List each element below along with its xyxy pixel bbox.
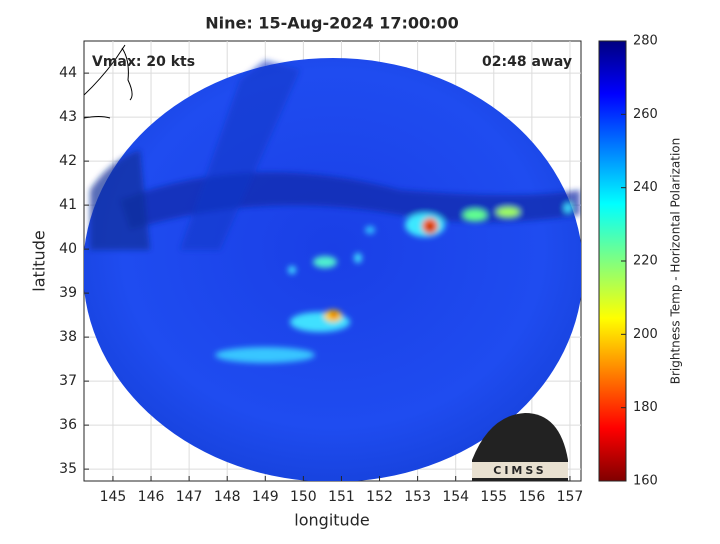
- time-annotation: 02:48 away: [482, 54, 572, 70]
- colorbar-ticks: 160 180 200 220 240 260 280: [621, 34, 658, 489]
- colorbar-tick-label: 200: [633, 327, 658, 342]
- x-tick-label: 155: [480, 489, 507, 505]
- x-axis-label: longitude: [294, 511, 369, 530]
- x-tick-label: 152: [366, 489, 393, 505]
- title: Nine: 15-Aug-2024 17:00:00: [205, 14, 459, 33]
- x-tick-label: 147: [176, 489, 203, 505]
- y-axis-label: latitude: [30, 230, 49, 291]
- colorbar-tick-label: 160: [633, 474, 658, 489]
- x-tick-label: 150: [290, 489, 317, 505]
- x-tick-label: 153: [404, 489, 431, 505]
- y-tick-label: 39: [59, 285, 77, 301]
- y-tick-label: 36: [59, 417, 77, 433]
- logo: CIMSS: [472, 413, 568, 481]
- x-tick-label: 157: [557, 489, 584, 505]
- y-tick-label: 41: [59, 197, 77, 213]
- x-tick-label: 156: [519, 489, 546, 505]
- logo-text: CIMSS: [493, 464, 546, 477]
- colorbar-tick-label: 220: [633, 254, 658, 269]
- x-tick-label: 151: [328, 489, 355, 505]
- colorbar-label: Brightness Temp - Horizontal Polarizatio…: [669, 138, 683, 385]
- x-tick-label: 148: [214, 489, 241, 505]
- x-tick-label: 146: [138, 489, 165, 505]
- x-tick-label: 145: [100, 489, 127, 505]
- y-tick-label: 38: [59, 329, 77, 345]
- colorbar-tick-label: 180: [633, 400, 658, 415]
- y-tick-label: 44: [59, 65, 77, 81]
- y-tick-label: 37: [59, 373, 77, 389]
- y-tick-label: 42: [59, 153, 77, 169]
- y-tick-label: 43: [59, 109, 77, 125]
- y-tick-label: 35: [59, 461, 77, 477]
- colorbar-tick-label: 260: [633, 107, 658, 122]
- colorbar-tick-label: 280: [633, 34, 658, 49]
- colorbar-tick-label: 240: [633, 180, 658, 195]
- y-tick-label: 40: [59, 241, 77, 257]
- axis-ticks: 145 146 147 148 149 150 151 152 153 154 155 156 157 3…: [59, 65, 583, 505]
- x-tick-label: 149: [252, 489, 279, 505]
- vmax-annotation: Vmax: 20 kts: [92, 54, 195, 70]
- x-tick-label: 154: [442, 489, 469, 505]
- satellite-image: [84, 44, 581, 481]
